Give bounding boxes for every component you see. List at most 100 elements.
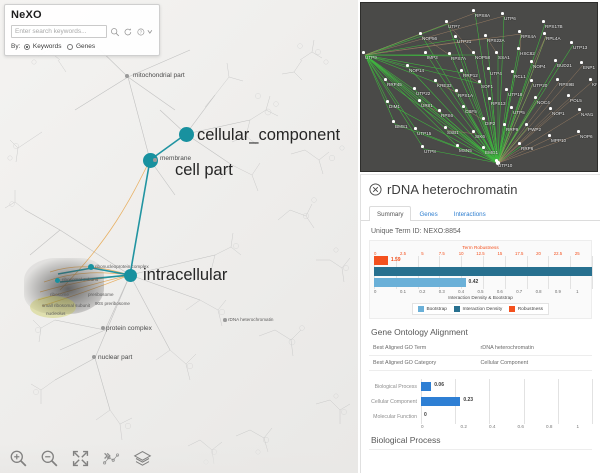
network-node[interactable] bbox=[482, 117, 485, 120]
go-bar-biological-process[interactable] bbox=[421, 382, 432, 391]
tab-summary[interactable]: Summary bbox=[369, 206, 412, 221]
tree-node-ribonucleoprotein-complex[interactable] bbox=[88, 264, 94, 270]
help-icon[interactable]: ? bbox=[136, 26, 146, 38]
network-node[interactable] bbox=[554, 59, 557, 62]
tree-node-intracellular[interactable] bbox=[124, 269, 137, 282]
network-node[interactable] bbox=[392, 120, 395, 123]
network-node[interactable] bbox=[548, 134, 551, 137]
network-node[interactable] bbox=[482, 146, 485, 149]
network-node[interactable] bbox=[386, 100, 389, 103]
network-node[interactable] bbox=[556, 78, 559, 81]
tree-node-membrane[interactable] bbox=[153, 158, 157, 162]
tree-node-ribosomal-subunit[interactable] bbox=[55, 278, 60, 283]
collapse-network-icon[interactable] bbox=[102, 449, 121, 468]
network-node[interactable] bbox=[472, 9, 475, 12]
network-node[interactable] bbox=[525, 123, 528, 126]
tree-node-mitochondrial-part[interactable] bbox=[125, 74, 129, 78]
network-node[interactable] bbox=[518, 30, 521, 33]
network-node[interactable] bbox=[580, 61, 583, 64]
chevron-down-icon[interactable] bbox=[147, 26, 153, 38]
network-node[interactable] bbox=[414, 127, 417, 130]
network-node[interactable] bbox=[472, 51, 475, 54]
legend-swatch-bootstrap bbox=[417, 306, 424, 312]
radio-genes[interactable]: Genes bbox=[67, 43, 95, 50]
zoom-in-icon[interactable] bbox=[9, 449, 28, 468]
chart-legend: Bootstrap Interaction Density Robustness bbox=[411, 303, 550, 315]
legend-bootstrap[interactable]: Bootstrap bbox=[417, 306, 447, 312]
network-node[interactable] bbox=[418, 99, 421, 102]
network-node[interactable] bbox=[460, 69, 463, 72]
network-node[interactable] bbox=[495, 51, 498, 54]
network-node[interactable] bbox=[578, 108, 581, 111]
network-node[interactable] bbox=[495, 159, 498, 162]
network-node[interactable] bbox=[503, 123, 506, 126]
network-node[interactable] bbox=[487, 67, 490, 70]
network-node[interactable] bbox=[413, 87, 416, 90]
tree-node-cellular-component[interactable] bbox=[179, 127, 194, 142]
network-node[interactable] bbox=[517, 47, 520, 50]
close-circle-icon[interactable] bbox=[369, 183, 382, 196]
refresh-icon[interactable] bbox=[123, 26, 133, 38]
network-node[interactable] bbox=[589, 78, 592, 81]
network-node[interactable] bbox=[455, 89, 458, 92]
network-node[interactable] bbox=[534, 96, 537, 99]
network-node[interactable] bbox=[505, 88, 508, 91]
network-node[interactable] bbox=[456, 144, 459, 147]
search-icon[interactable] bbox=[110, 26, 120, 38]
network-node[interactable] bbox=[444, 126, 447, 129]
tree-node-cell-part[interactable] bbox=[143, 153, 158, 168]
network-node[interactable] bbox=[518, 142, 521, 145]
network-node[interactable] bbox=[384, 78, 387, 81]
network-node[interactable] bbox=[567, 94, 570, 97]
tab-genes[interactable]: Genes bbox=[419, 211, 438, 218]
bar-bootstrap[interactable] bbox=[374, 278, 466, 287]
network-node[interactable] bbox=[445, 20, 448, 23]
bottom-axis-tick: 1 bbox=[576, 289, 579, 294]
network-node[interactable] bbox=[549, 107, 552, 110]
network-node[interactable] bbox=[424, 51, 427, 54]
network-node[interactable] bbox=[454, 35, 457, 38]
network-node[interactable] bbox=[510, 106, 513, 109]
search-panel[interactable]: NeXO ? By: bbox=[4, 4, 160, 56]
network-node[interactable] bbox=[419, 32, 422, 35]
tree-node-protein-complex[interactable] bbox=[101, 326, 105, 330]
fit-to-screen-icon[interactable] bbox=[71, 449, 90, 468]
network-node[interactable] bbox=[448, 52, 451, 55]
network-node[interactable] bbox=[421, 145, 424, 148]
network-node[interactable] bbox=[462, 105, 465, 108]
ontology-tree-panel[interactable]: cellular_component cell part intracellul… bbox=[0, 0, 358, 473]
network-node[interactable] bbox=[530, 60, 533, 63]
network-node[interactable] bbox=[577, 130, 580, 133]
layers-icon[interactable] bbox=[133, 449, 152, 468]
network-node[interactable] bbox=[570, 41, 573, 44]
radio-keywords[interactable]: Keywords bbox=[24, 43, 61, 50]
network-node[interactable] bbox=[406, 64, 409, 67]
gene-interaction-network[interactable]: UTP9 RPS8A UTP6 UTP7 RPS17B NOP56 UTP21 RPS22A R… bbox=[360, 2, 598, 172]
go-bar-cellular-component[interactable] bbox=[421, 397, 461, 406]
legend-interaction-density[interactable]: Interaction Density bbox=[453, 306, 502, 312]
tab-interactions[interactable]: Interactions bbox=[453, 211, 486, 218]
tree-node-rdna-heterochromatin[interactable] bbox=[223, 318, 227, 322]
network-node[interactable] bbox=[484, 34, 487, 37]
network-node[interactable] bbox=[362, 51, 365, 54]
legend-robustness[interactable]: Robustness bbox=[509, 306, 543, 312]
network-node[interactable] bbox=[438, 109, 441, 112]
unique-term-id: Unique Term ID: NEXO:8854 bbox=[371, 228, 461, 235]
network-node[interactable] bbox=[478, 80, 481, 83]
network-node[interactable] bbox=[543, 32, 546, 35]
go-chart-ticks: 0 0.2 0.4 0.6 0.8 1 bbox=[421, 424, 592, 429]
network-node[interactable] bbox=[488, 97, 491, 100]
network-node[interactable] bbox=[434, 79, 437, 82]
go-category-chart: Biological Process 0.06 Cellular Compone… bbox=[369, 379, 593, 429]
network-node[interactable] bbox=[511, 70, 514, 73]
search-input[interactable] bbox=[11, 25, 107, 38]
tree-node-nuclear-part[interactable] bbox=[92, 355, 96, 359]
bar-interaction-density[interactable] bbox=[374, 267, 592, 276]
network-node[interactable] bbox=[542, 20, 545, 23]
zoom-out-icon[interactable] bbox=[40, 449, 59, 468]
bottom-axis-tick: 0.6 bbox=[496, 289, 503, 294]
network-node[interactable] bbox=[501, 12, 504, 15]
bar-robustness[interactable] bbox=[374, 256, 388, 265]
network-node[interactable] bbox=[530, 79, 533, 82]
network-node[interactable] bbox=[472, 130, 475, 133]
